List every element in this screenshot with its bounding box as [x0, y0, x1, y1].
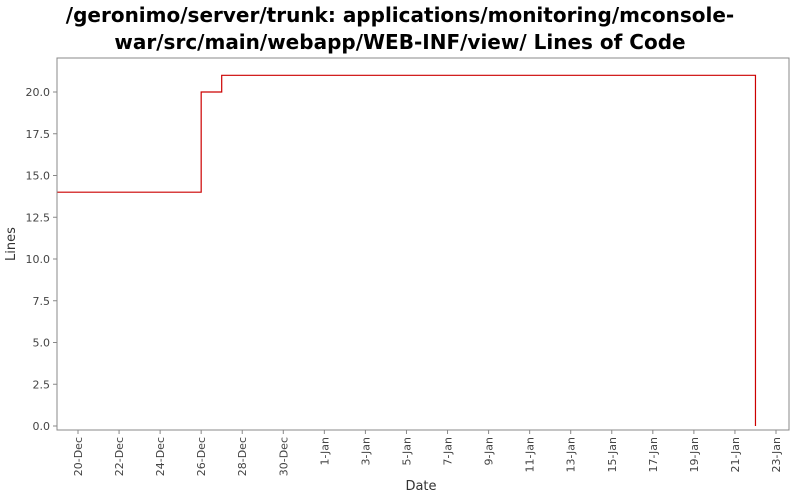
- y-axis: 0.0 2.5 5.0 7.5 10.0 12.5 15.0 17.5 20.0: [26, 86, 57, 433]
- series-layer: [57, 74, 757, 426]
- y-tick-label: 20.0: [26, 86, 51, 99]
- x-tick-label: 9-Jan: [483, 437, 496, 466]
- x-tick-label: 21-Jan: [729, 437, 742, 473]
- x-tick-label: 19-Jan: [688, 437, 701, 473]
- x-tick-label: 28-Dec: [236, 437, 249, 476]
- x-axis-label: Date: [405, 479, 436, 494]
- y-tick-label: 2.5: [33, 378, 51, 391]
- x-tick-label: 3-Jan: [359, 437, 372, 466]
- y-tick-label: 10.0: [26, 253, 51, 266]
- y-tick-label: 15.0: [26, 170, 51, 183]
- y-tick-label: 7.5: [33, 295, 51, 308]
- x-tick-label: 15-Jan: [606, 437, 619, 473]
- x-tick-label: 26-Dec: [195, 437, 208, 476]
- chart-title: /geronimo/server/trunk: applications/mon…: [65, 3, 735, 54]
- x-axis: 20-Dec 22-Dec 24-Dec 26-Dec 28-Dec 30-Dec 1-Ja…: [72, 430, 783, 476]
- x-tick-label: 17-Jan: [647, 437, 660, 473]
- x-tick-label: 11-Jan: [524, 437, 537, 473]
- x-tick-label: 30-Dec: [277, 437, 290, 476]
- x-tick-label: 24-Dec: [154, 437, 167, 476]
- x-tick-label: 13-Jan: [565, 437, 578, 473]
- y-tick-label: 0.0: [33, 420, 51, 433]
- x-tick-label: 23-Jan: [770, 437, 783, 473]
- y-tick-label: 17.5: [26, 128, 51, 141]
- x-tick-label: 1-Jan: [318, 437, 331, 466]
- plot-area: [56, 57, 790, 431]
- y-tick-label: 5.0: [33, 337, 51, 350]
- y-tick-label: 12.5: [26, 211, 51, 224]
- x-tick-label: 22-Dec: [113, 437, 126, 476]
- x-tick-label: 20-Dec: [72, 437, 85, 476]
- x-tick-label: 7-Jan: [442, 437, 455, 466]
- series-line: [57, 74, 757, 426]
- x-tick-label: 5-Jan: [400, 437, 413, 466]
- y-axis-label: Lines: [4, 227, 19, 261]
